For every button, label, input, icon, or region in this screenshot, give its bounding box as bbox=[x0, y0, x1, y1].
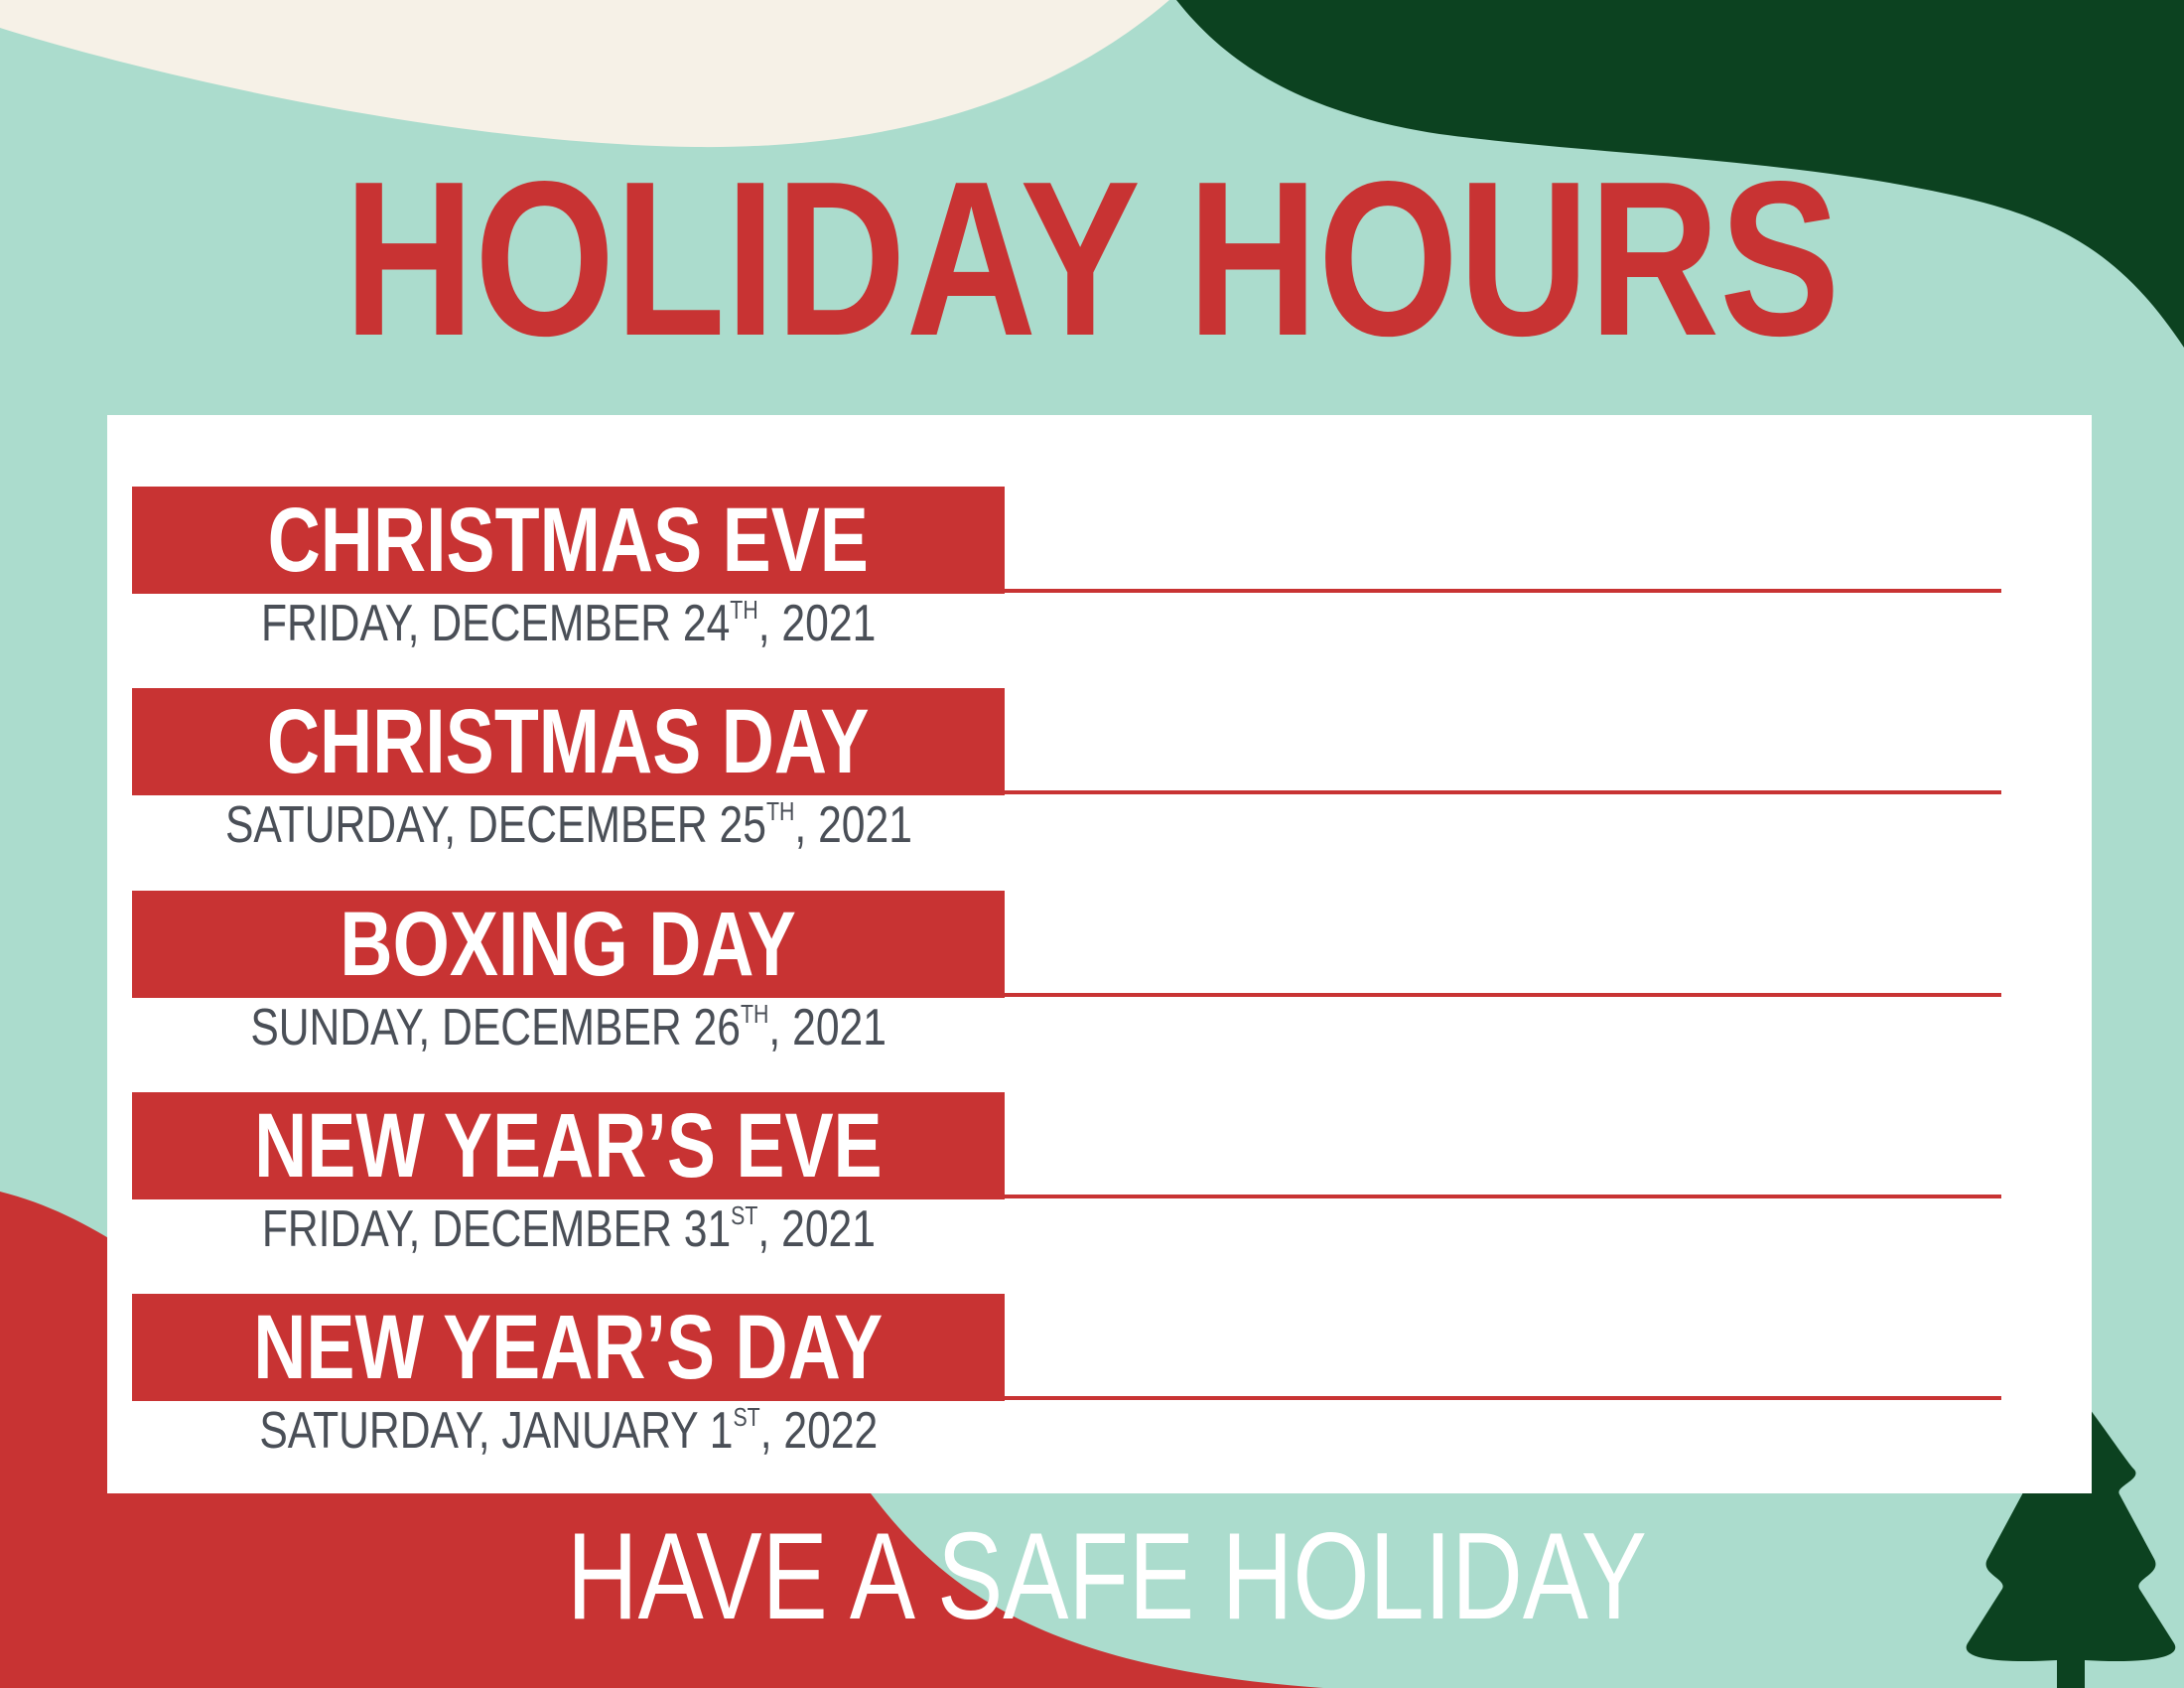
date-year: , 2021 bbox=[793, 796, 912, 854]
page-title-text: HOLIDAY HOURS bbox=[343, 136, 1841, 382]
hours-line bbox=[1005, 1396, 2001, 1400]
holiday-row: BOXING DAY SUNDAY, DECEMBER 26TH, 2021 bbox=[132, 891, 2001, 1089]
date-ordinal: ST bbox=[733, 1402, 760, 1432]
holiday-row: CHRISTMAS DAY SATURDAY, DECEMBER 25TH, 2… bbox=[132, 688, 2001, 887]
date-main: FRIDAY, DECEMBER 24 bbox=[260, 595, 731, 652]
hours-line bbox=[1005, 1195, 2001, 1198]
date-main: SATURDAY, JANUARY 1 bbox=[259, 1402, 734, 1460]
red-shape bbox=[0, 1192, 1323, 1688]
holiday-name: CHRISTMAS EVE bbox=[267, 490, 870, 591]
hours-line bbox=[1005, 589, 2001, 593]
holiday-name: BOXING DAY bbox=[340, 894, 797, 995]
holiday-name-bar: CHRISTMAS EVE bbox=[132, 487, 1005, 594]
date-main: SATURDAY, DECEMBER 25 bbox=[224, 796, 766, 854]
date-year: , 2021 bbox=[757, 1200, 876, 1258]
date-year: , 2021 bbox=[768, 999, 887, 1056]
footer-message: HAVE A SAFE HOLIDAY bbox=[0, 1515, 2184, 1638]
holiday-name-bar: NEW YEAR’S DAY bbox=[132, 1294, 1005, 1401]
cream-shape bbox=[0, 0, 1169, 148]
holiday-row: CHRISTMAS EVE FRIDAY, DECEMBER 24TH, 202… bbox=[132, 487, 2001, 685]
holiday-date: SATURDAY, DECEMBER 25TH, 2021 bbox=[132, 796, 1005, 854]
date-main: SUNDAY, DECEMBER 26 bbox=[250, 999, 741, 1056]
date-year: , 2021 bbox=[757, 595, 877, 652]
holiday-name: NEW YEAR’S EVE bbox=[254, 1095, 883, 1196]
date-ordinal: TH bbox=[765, 796, 794, 826]
green-shape bbox=[1176, 0, 2184, 348]
holiday-date: SUNDAY, DECEMBER 26TH, 2021 bbox=[132, 999, 1005, 1056]
holiday-name-bar: NEW YEAR’S EVE bbox=[132, 1092, 1005, 1199]
holiday-date: FRIDAY, DECEMBER 24TH, 2021 bbox=[132, 595, 1005, 652]
holiday-date: FRIDAY, DECEMBER 31ST, 2021 bbox=[132, 1200, 1005, 1258]
holiday-name-bar: BOXING DAY bbox=[132, 891, 1005, 998]
holiday-row: NEW YEAR’S EVE FRIDAY, DECEMBER 31ST, 20… bbox=[132, 1092, 2001, 1291]
holiday-date: SATURDAY, JANUARY 1ST, 2022 bbox=[132, 1402, 1005, 1460]
hours-line bbox=[1005, 993, 2001, 997]
date-main: FRIDAY, DECEMBER 31 bbox=[261, 1200, 731, 1258]
hours-line bbox=[1005, 790, 2001, 794]
holiday-row: NEW YEAR’S DAY SATURDAY, JANUARY 1ST, 20… bbox=[132, 1294, 2001, 1492]
footer-text: HAVE A SAFE HOLIDAY bbox=[567, 1508, 1647, 1645]
date-ordinal: TH bbox=[730, 595, 758, 625]
hours-card: CHRISTMAS EVE FRIDAY, DECEMBER 24TH, 202… bbox=[107, 415, 2092, 1493]
date-ordinal: ST bbox=[730, 1200, 758, 1230]
date-ordinal: TH bbox=[740, 999, 769, 1029]
holiday-name-bar: CHRISTMAS DAY bbox=[132, 688, 1005, 795]
holiday-name: NEW YEAR’S DAY bbox=[253, 1297, 884, 1398]
holiday-name: CHRISTMAS DAY bbox=[267, 691, 870, 792]
date-year: , 2022 bbox=[759, 1402, 878, 1460]
page-title: HOLIDAY HOURS bbox=[0, 149, 2184, 369]
